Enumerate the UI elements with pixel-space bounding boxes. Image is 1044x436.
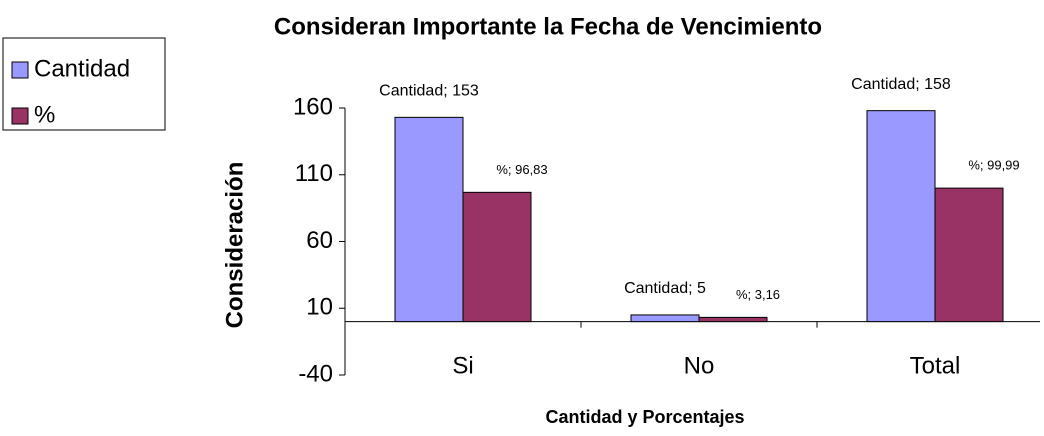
value-label: Cantidad; 158 bbox=[851, 76, 951, 93]
y-tick-label: 60 bbox=[306, 227, 333, 254]
bar bbox=[630, 314, 700, 323]
x-tick-label: Si bbox=[452, 352, 473, 379]
value-label: %; 96,83 bbox=[496, 162, 547, 177]
legend-swatch bbox=[11, 61, 29, 79]
bar bbox=[394, 116, 464, 323]
x-tick-label: No bbox=[684, 352, 715, 379]
chart-title: Consideran Importante la Fecha de Vencim… bbox=[274, 13, 822, 40]
y-tick-label: 10 bbox=[306, 294, 333, 321]
value-label: %; 3,16 bbox=[736, 287, 780, 302]
bar bbox=[866, 110, 936, 323]
y-tick-label: -40 bbox=[298, 360, 333, 387]
value-label: Cantidad; 5 bbox=[624, 280, 706, 297]
legend-swatch bbox=[11, 107, 29, 125]
x-tick-label: Total bbox=[910, 352, 961, 379]
legend-label: % bbox=[34, 101, 55, 128]
x-axis-label: Cantidad y Porcentajes bbox=[545, 407, 744, 427]
value-label: Cantidad; 153 bbox=[379, 83, 479, 100]
bar bbox=[934, 187, 1004, 323]
legend-box bbox=[2, 37, 166, 131]
bar bbox=[698, 316, 768, 323]
y-tick-label: 160 bbox=[293, 93, 333, 120]
y-axis-label: Consideración bbox=[221, 162, 248, 329]
y-tick-label: 110 bbox=[295, 160, 333, 187]
legend-label: Cantidad bbox=[34, 55, 130, 82]
bar bbox=[462, 191, 532, 323]
value-label: %; 99,99 bbox=[968, 158, 1019, 173]
